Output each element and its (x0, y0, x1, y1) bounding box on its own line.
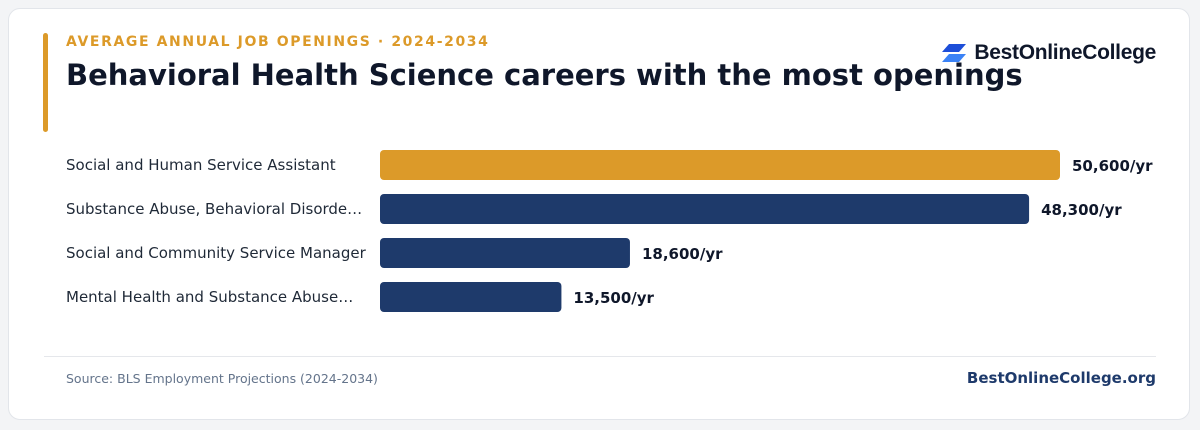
site-link[interactable]: BestOnlineCollege.org (966, 369, 1156, 387)
value-label: 13,500/yr (573, 289, 654, 307)
category-label: Mental Health and Substance Abuse… (66, 288, 353, 306)
chart-title: Behavioral Health Science careers with t… (66, 58, 1023, 92)
bar (380, 150, 1060, 180)
bar (380, 238, 630, 268)
category-label: Social and Human Service Assistant (66, 156, 336, 174)
category-label: Social and Community Service Manager (66, 244, 367, 262)
category-label: Substance Abuse, Behavioral Disorde… (66, 200, 362, 218)
logo-text: BestOnlineCollege (974, 41, 1156, 64)
stacked-parallelogram-logo-icon (942, 44, 967, 62)
bar (380, 194, 1030, 224)
value-label: 50,600/yr (1072, 157, 1153, 175)
value-label: 18,600/yr (642, 245, 723, 263)
footer-divider (44, 356, 1156, 357)
eyebrow-label: AVERAGE ANNUAL JOB OPENINGS · 2024-2034 (66, 34, 490, 50)
accent-bar (43, 33, 48, 132)
bar (380, 282, 562, 312)
brand-logo[interactable]: BestOnlineCollege (942, 41, 1156, 65)
source-note: Source: BLS Employment Projections (2024… (66, 371, 378, 386)
value-label: 48,300/yr (1041, 201, 1122, 219)
